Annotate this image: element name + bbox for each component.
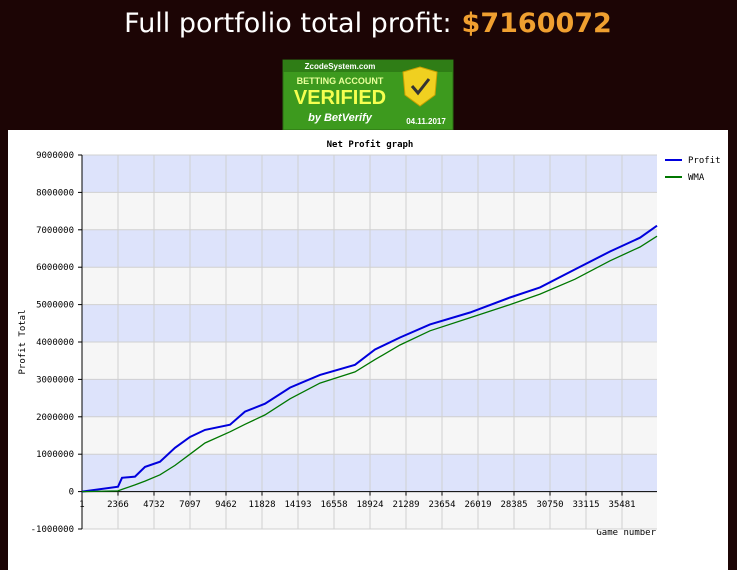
band [82, 491, 657, 529]
x-tick-label: 4732 [143, 500, 165, 510]
x-tick-label: 26019 [464, 500, 491, 510]
x-tick-label: 23654 [428, 500, 455, 510]
y-tick-label: 2000000 [36, 413, 74, 423]
x-tick-label: 33115 [572, 500, 599, 510]
y-tick-label: -1000000 [31, 525, 74, 535]
band [82, 192, 657, 230]
header: Full portfolio total profit: $7160072 [124, 8, 612, 39]
band [82, 155, 657, 193]
legend-label: Profit [688, 156, 721, 166]
x-axis-label: Game number [596, 528, 656, 538]
x-tick-label: 2366 [107, 500, 129, 510]
x-tick-label: 16558 [320, 500, 347, 510]
y-axis-label: Profit Total [18, 309, 28, 374]
y-tick-label: 6000000 [36, 263, 74, 273]
y-tick-label: 3000000 [36, 375, 74, 385]
x-tick-label: 30750 [536, 500, 563, 510]
header-label: Full portfolio total profit: [124, 8, 451, 39]
x-tick-label: 11828 [248, 500, 275, 510]
badge-line1: BETTING ACCOUNT [297, 76, 384, 86]
y-tick-label: 9000000 [36, 151, 74, 161]
y-tick-label: 7000000 [36, 226, 74, 236]
band [82, 267, 657, 305]
header-amount: $7160072 [462, 8, 612, 39]
y-tick-label: 0 [69, 488, 74, 498]
y-tick-label: 1000000 [36, 450, 74, 460]
badge-date: 04.11.2017 [406, 117, 446, 126]
line-series [81, 235, 658, 493]
band [82, 304, 657, 342]
band [82, 454, 657, 492]
x-tick-label: 28385 [500, 500, 527, 510]
x-tick-label: 21289 [392, 500, 419, 510]
band [82, 342, 657, 380]
band [82, 229, 657, 268]
y-tick-label: 5000000 [36, 301, 74, 311]
band [82, 379, 657, 417]
x-tick-label: 35481 [608, 500, 635, 510]
y-tick-label: 8000000 [36, 188, 74, 198]
x-tick-label: 7097 [179, 500, 201, 510]
x-tick-label: 18924 [356, 500, 383, 510]
band [82, 416, 657, 455]
chart-title: Net Profit graph [327, 139, 414, 150]
badge-shield [402, 66, 438, 107]
badge-line2: VERIFIED [294, 87, 386, 109]
badge-top [283, 60, 453, 72]
badge-check [410, 78, 431, 96]
badge-by: by BetVerify [308, 112, 373, 124]
line-series [81, 224, 658, 493]
x-tick-label: 9462 [215, 500, 237, 510]
chart: Net Profit graph Profit Total Game numbe… [18, 139, 721, 538]
x-tick-label: 14193 [284, 500, 311, 510]
legend-label: WMA [688, 173, 705, 183]
verify-badge: ZcodeSystem.com BETTING ACCOUNT VERIFIED… [282, 59, 454, 131]
y-tick-label: 4000000 [36, 338, 74, 348]
badge-site: ZcodeSystem.com [305, 62, 376, 71]
